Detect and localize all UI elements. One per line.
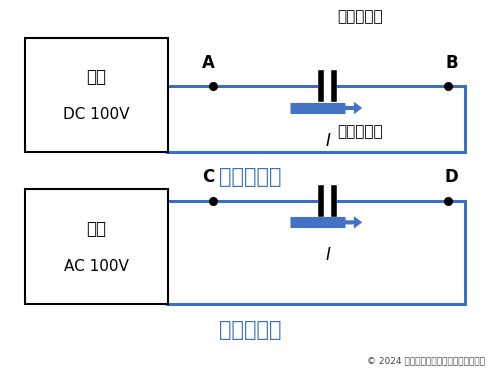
Text: 交流の場合: 交流の場合 (219, 320, 281, 339)
Text: © 2024 いろいろいんふぉ．無断使用禁止: © 2024 いろいろいんふぉ．無断使用禁止 (367, 357, 485, 366)
Text: B: B (445, 54, 458, 72)
Text: A: A (202, 54, 215, 72)
Bar (25, 189, 168, 304)
Text: コンデンサ: コンデンサ (337, 9, 383, 24)
Text: DC 100V: DC 100V (63, 107, 130, 122)
Text: C: C (202, 168, 214, 186)
Text: 電源: 電源 (86, 220, 106, 238)
Bar (25, 38, 168, 152)
Text: I: I (325, 246, 330, 264)
Text: 直流の場合: 直流の場合 (219, 167, 281, 187)
Text: I: I (325, 132, 330, 150)
Text: コンデンサ: コンデンサ (337, 124, 383, 139)
Text: D: D (444, 168, 458, 186)
Text: AC 100V: AC 100V (64, 259, 128, 274)
Text: 電源: 電源 (86, 68, 106, 86)
